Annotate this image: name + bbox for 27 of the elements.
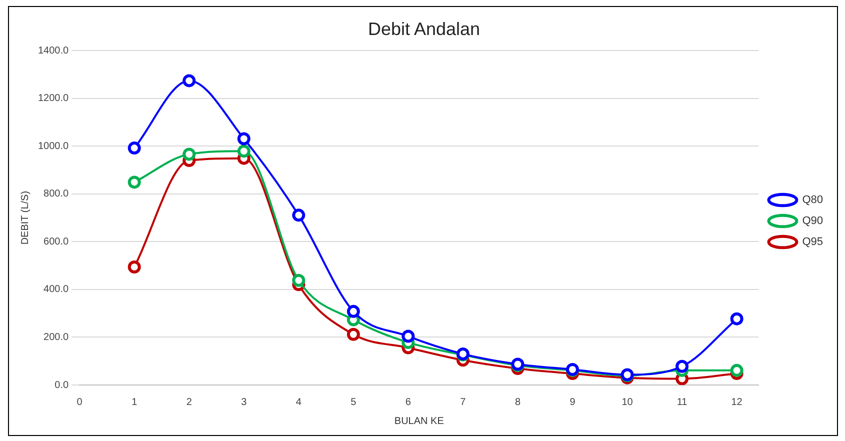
y-tick-label: 800.0 <box>44 188 70 200</box>
legend-label: Q90 <box>802 215 824 228</box>
legend-label: Q95 <box>802 236 824 248</box>
x-tick-label: 11 <box>676 396 688 408</box>
x-tick-label: 2 <box>186 396 192 408</box>
x-tick-label: 10 <box>622 396 634 408</box>
x-tick-label: 4 <box>296 396 302 408</box>
y-tick-label: 600.0 <box>44 236 70 248</box>
x-tick-label: 5 <box>350 396 357 408</box>
y-axis-title: DEBIT (L/S) <box>20 190 31 245</box>
chart-title: Debit Andalan <box>368 18 480 39</box>
x-tick-label: 9 <box>570 396 576 408</box>
x-tick-label: 12 <box>731 396 743 408</box>
y-tick-label: 1400.0 <box>38 45 70 56</box>
x-tick-label: 1 <box>132 396 138 408</box>
y-tick-label: 200.0 <box>44 332 70 343</box>
x-tick-label: 7 <box>460 396 466 408</box>
x-tick-label: 6 <box>405 396 412 408</box>
y-tick-label: 1000.0 <box>38 140 70 152</box>
legend-label: Q80 <box>802 194 824 206</box>
x-tick-label: 3 <box>241 396 248 408</box>
x-axis-title: BULAN KE <box>394 416 444 427</box>
y-tick-label: 0.0 <box>54 380 70 391</box>
y-tick-label: 1200.0 <box>38 93 70 104</box>
y-tick-label: 400.0 <box>44 284 70 296</box>
x-tick-label: 8 <box>514 396 521 408</box>
x-tick-label: 0 <box>76 396 83 408</box>
